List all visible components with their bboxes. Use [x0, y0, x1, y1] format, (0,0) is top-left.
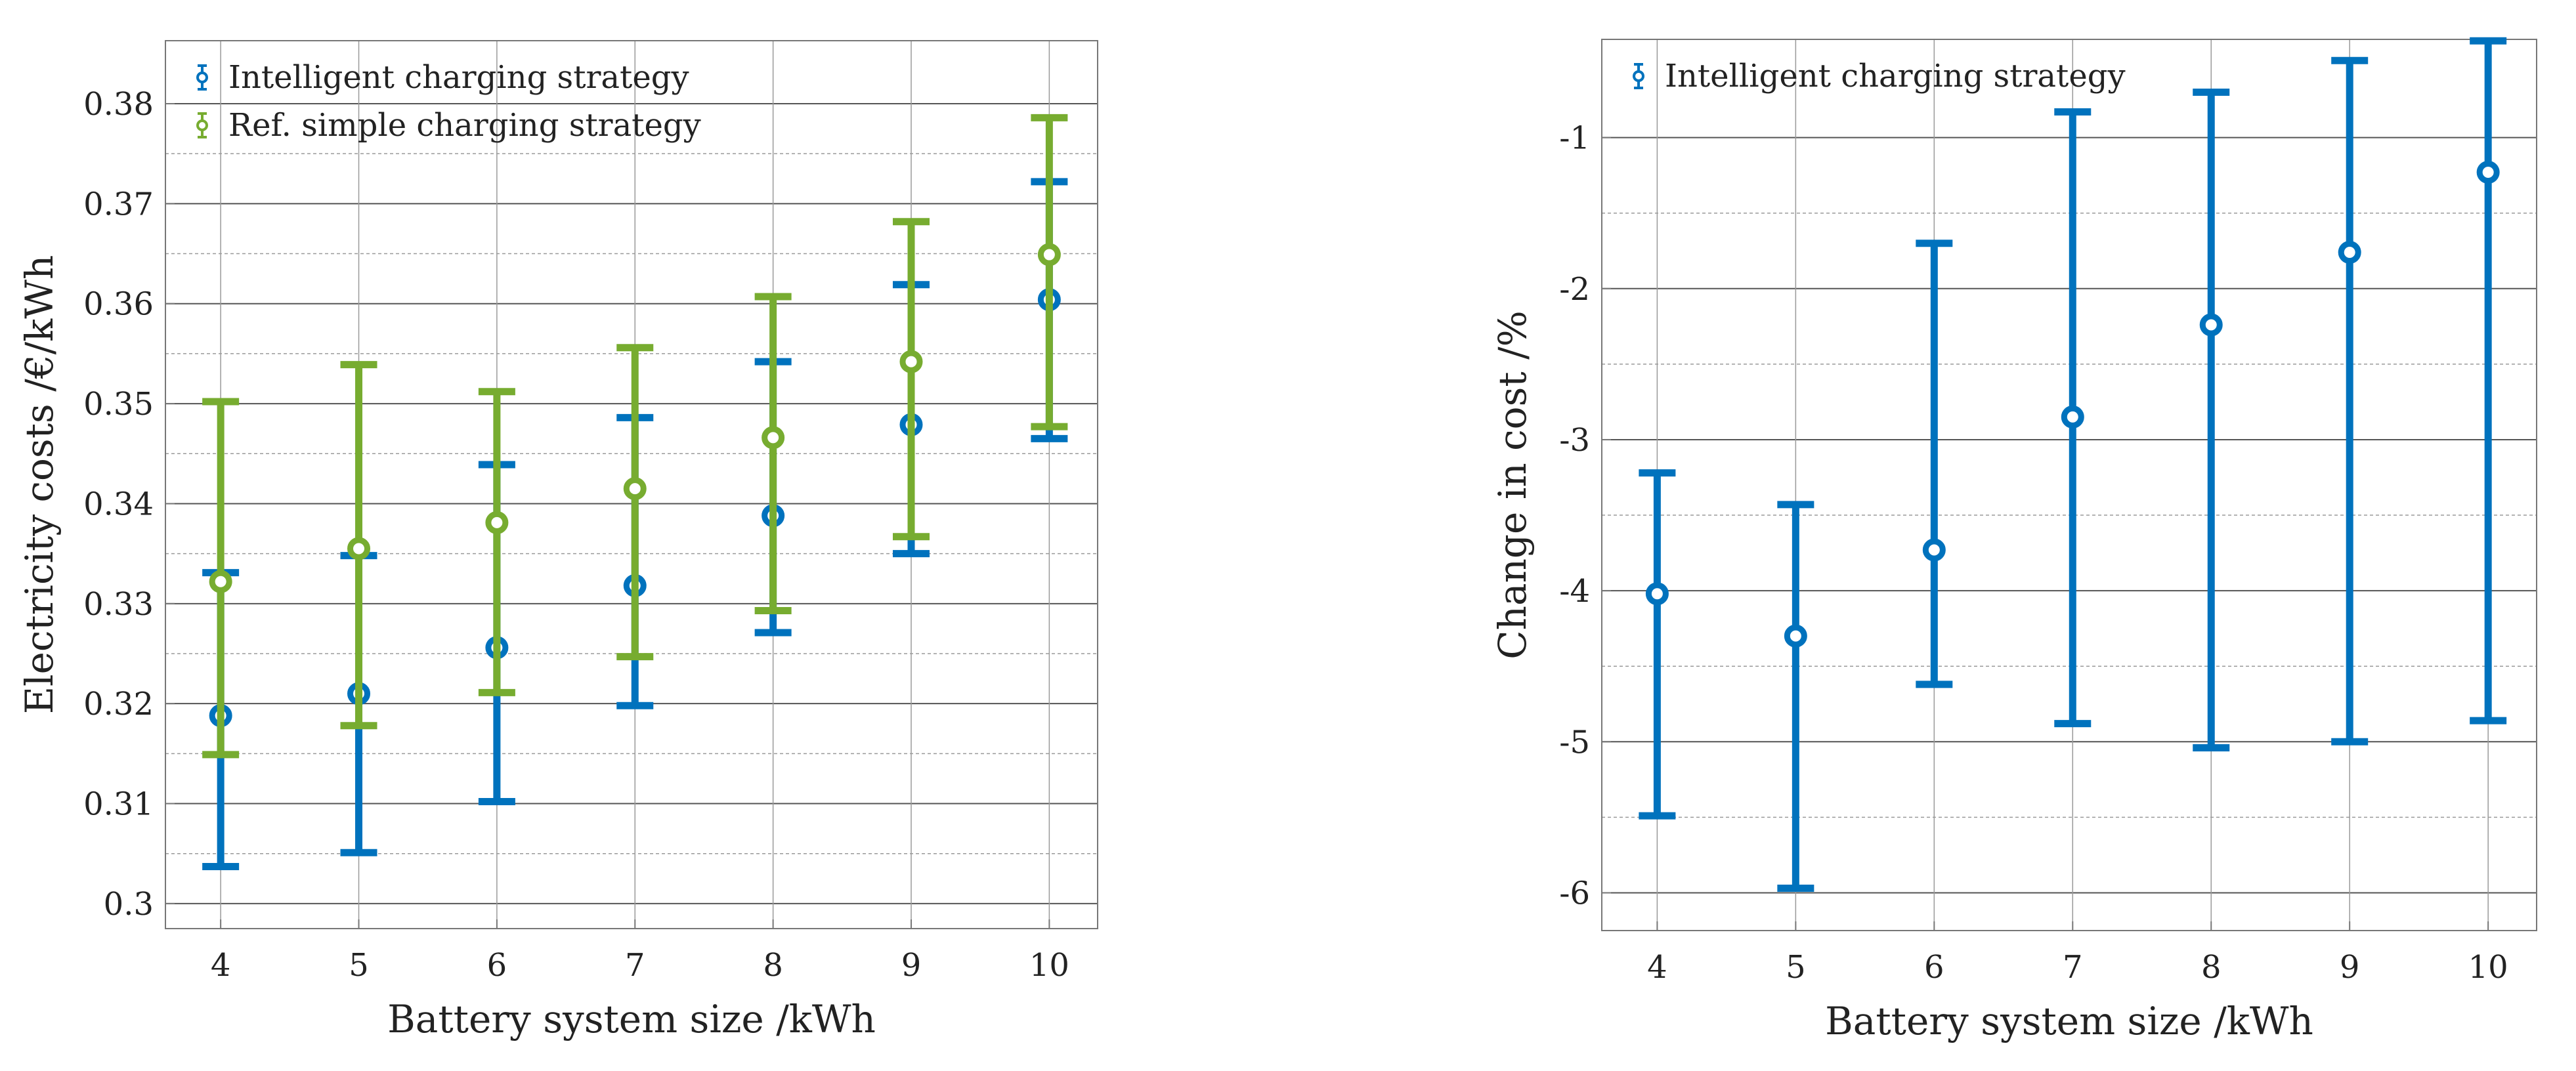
data-point-marker — [209, 570, 232, 593]
x-tick-label: 6 — [487, 947, 507, 984]
data-point-marker — [623, 477, 647, 501]
y-tick-label: -6 — [1559, 875, 1590, 912]
data-point-marker — [485, 511, 509, 534]
x-axis-label: Battery system size /kWh — [387, 997, 876, 1041]
data-point-marker — [2338, 241, 2361, 264]
legend-marker — [196, 119, 208, 131]
data-point-marker — [1784, 624, 1807, 648]
data-point-marker — [1037, 243, 1061, 266]
y-tick-label: 0.33 — [83, 586, 154, 623]
x-tick-label: 7 — [625, 947, 645, 984]
x-tick-label: 5 — [1786, 949, 1806, 986]
legend-label: Ref. simple charging strategy — [228, 107, 701, 144]
x-tick-label: 5 — [349, 947, 369, 984]
series-0 — [1639, 37, 2507, 892]
axes-frame — [1601, 39, 2537, 931]
data-point-marker — [2199, 313, 2223, 337]
y-tick-label: 0.31 — [83, 786, 154, 823]
y-tick-label: 0.35 — [83, 386, 154, 423]
y-tick-label: 0.36 — [83, 286, 154, 323]
y-tick-label: -5 — [1559, 724, 1590, 761]
y-tick-label: 0.3 — [104, 886, 154, 923]
y-tick-label: 0.38 — [83, 86, 154, 123]
y-tick-label: -3 — [1559, 422, 1590, 459]
data-point-marker — [2476, 161, 2500, 184]
y-tick-label: 0.34 — [83, 486, 154, 522]
x-tick-label: 4 — [211, 947, 231, 984]
electricity-costs-chart: 0.3 0.31 0.32 0.33 0.34 0.35 0.36 0.37 0.38 4 5 6 7 8… — [17, 40, 1098, 1041]
x-tick-label: 7 — [2063, 949, 2083, 986]
legend-marker — [1633, 70, 1644, 82]
data-point-marker — [2061, 405, 2084, 429]
x-tick-label: 10 — [2468, 949, 2508, 986]
x-axis-label: Battery system size /kWh — [1825, 999, 2313, 1043]
x-tick-label: 10 — [1029, 947, 1069, 984]
y-tick-label: 0.32 — [83, 686, 154, 723]
y-axis-label: Electricity costs /€/kWh — [17, 255, 62, 715]
legend: Intelligent charging strategy — [1633, 58, 2126, 94]
x-tick-label: 8 — [2201, 949, 2222, 986]
y-tick-label: -1 — [1559, 120, 1590, 157]
x-tick-label: 4 — [1647, 949, 1667, 986]
legend-label: Intelligent charging strategy — [1665, 58, 2126, 94]
y-tick-label: -4 — [1559, 573, 1590, 610]
y-tick-label: -2 — [1559, 271, 1590, 308]
axes-frame — [165, 40, 1098, 929]
legend-label: Intelligent charging strategy — [228, 59, 689, 96]
data-point-marker — [1922, 538, 1946, 562]
x-tick-label: 9 — [901, 947, 922, 984]
x-tick-label: 6 — [1924, 949, 1944, 986]
series-1 — [202, 114, 1068, 759]
data-point-marker — [899, 350, 923, 373]
data-point-marker — [1645, 582, 1669, 606]
change-in-cost-chart: -6 -5 -4 -3 -2 -1 4 5 6 7 8 9 10 Battery system size … — [1490, 37, 2537, 1043]
y-axis-label: Change in cost /% — [1490, 310, 1535, 659]
legend: Intelligent charging strategy Ref. simple… — [196, 59, 701, 144]
legend-marker — [196, 72, 208, 83]
data-point-marker — [347, 537, 371, 560]
y-tick-label: 0.37 — [83, 186, 154, 222]
data-point-marker — [762, 426, 785, 450]
x-tick-label: 8 — [763, 947, 783, 984]
x-tick-label: 9 — [2340, 949, 2360, 986]
